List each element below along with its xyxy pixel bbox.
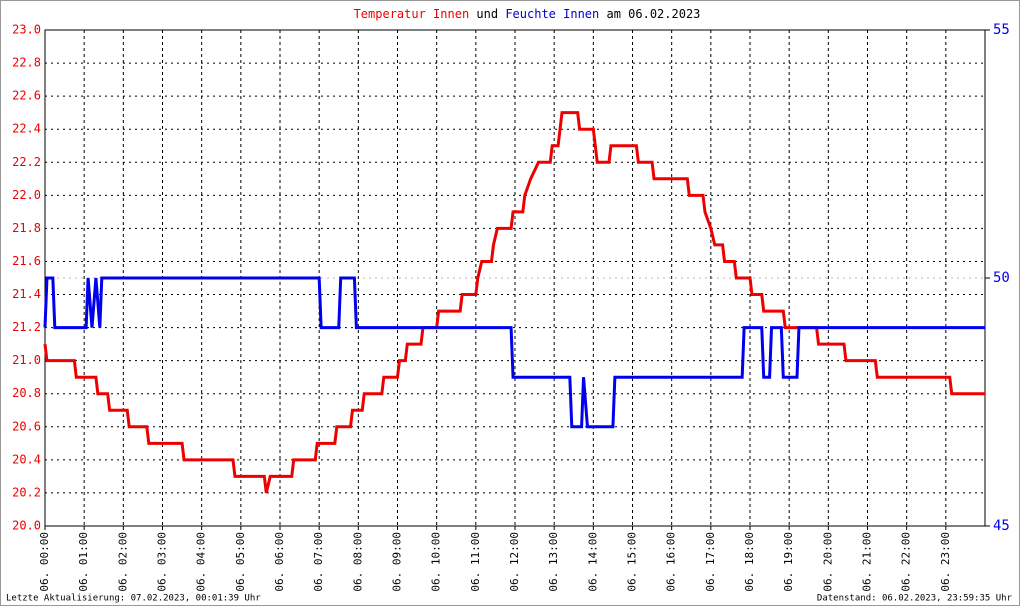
x-tick-label: 06. 08:00 xyxy=(351,532,364,592)
y-tick-label: 22.8 xyxy=(12,56,41,70)
x-tick-label: 06. 13:00 xyxy=(547,532,560,592)
x-tick-label: 06. 04:00 xyxy=(195,532,208,592)
x-tick-label: 06. 03:00 xyxy=(156,532,169,592)
title-part: Feuchte Innen xyxy=(505,7,599,21)
x-tick-label: 06. 09:00 xyxy=(391,532,404,592)
data-line xyxy=(43,276,985,429)
y-tick-label: 20.2 xyxy=(12,485,41,499)
y-tick-label: 22.2 xyxy=(12,155,41,169)
y2-tick-label: 50 xyxy=(993,270,1010,286)
x-tick-label: 06. 14:00 xyxy=(586,532,599,592)
x-tick-label: 06. 22:00 xyxy=(900,532,913,592)
x-tick-label: 06. 17:00 xyxy=(704,532,717,592)
x-tick-label: 06. 16:00 xyxy=(665,532,678,592)
y-tick-label: 21.4 xyxy=(12,287,41,301)
y-tick-label: 20.6 xyxy=(12,419,41,433)
y-tick-label: 20.4 xyxy=(12,452,41,466)
title-part: am 06.02.2023 xyxy=(606,7,700,21)
x-tick-label: 06. 01:00 xyxy=(77,532,90,592)
data-line xyxy=(43,111,985,494)
y-tick-label: 21.8 xyxy=(12,221,41,235)
x-tick-label: 06. 05:00 xyxy=(234,532,247,592)
footer-right: Datenstand: 06.02.2023, 23:59:35 Uhr xyxy=(817,594,1013,604)
y-tick-label: 23.0 xyxy=(12,23,41,37)
x-tick-label: 06. 06:00 xyxy=(273,532,286,592)
x-tick-label: 06. 10:00 xyxy=(430,532,443,592)
chart-title: Temperatur Innen und Feuchte Innen am 06… xyxy=(354,7,701,21)
y2-tick-label: 45 xyxy=(993,518,1010,534)
x-tick-label: 06. 23:00 xyxy=(939,532,952,592)
y-tick-label: 21.2 xyxy=(12,320,41,334)
y-tick-label: 22.0 xyxy=(12,188,41,202)
title-part: Temperatur Innen xyxy=(354,7,470,21)
title-part: und xyxy=(476,7,498,21)
y-tick-label: 21.0 xyxy=(12,353,41,367)
y-tick-label: 20.0 xyxy=(12,519,41,533)
x-tick-label: 06. 20:00 xyxy=(821,532,834,592)
footer-left: Letzte Aktualisierung: 07.02.2023, 00:01… xyxy=(6,594,261,604)
y2-tick-label: 55 xyxy=(993,22,1010,38)
x-tick-label: 06. 00:00 xyxy=(38,532,51,592)
x-tick-label: 06. 18:00 xyxy=(743,532,756,592)
y-tick-label: 22.4 xyxy=(12,122,41,136)
plot-area xyxy=(44,29,986,527)
y-tick-label: 21.6 xyxy=(12,254,41,268)
y-tick-label: 22.6 xyxy=(12,89,41,103)
x-tick-label: 06. 11:00 xyxy=(469,532,482,592)
x-tick-label: 06. 12:00 xyxy=(508,532,521,592)
x-tick-label: 06. 19:00 xyxy=(782,532,795,592)
x-tick-label: 06. 02:00 xyxy=(116,532,129,592)
x-tick-label: 06. 15:00 xyxy=(626,532,639,592)
x-tick-label: 06. 07:00 xyxy=(312,532,325,592)
x-tick-label: 06. 21:00 xyxy=(861,532,874,592)
y-tick-label: 20.8 xyxy=(12,386,41,400)
